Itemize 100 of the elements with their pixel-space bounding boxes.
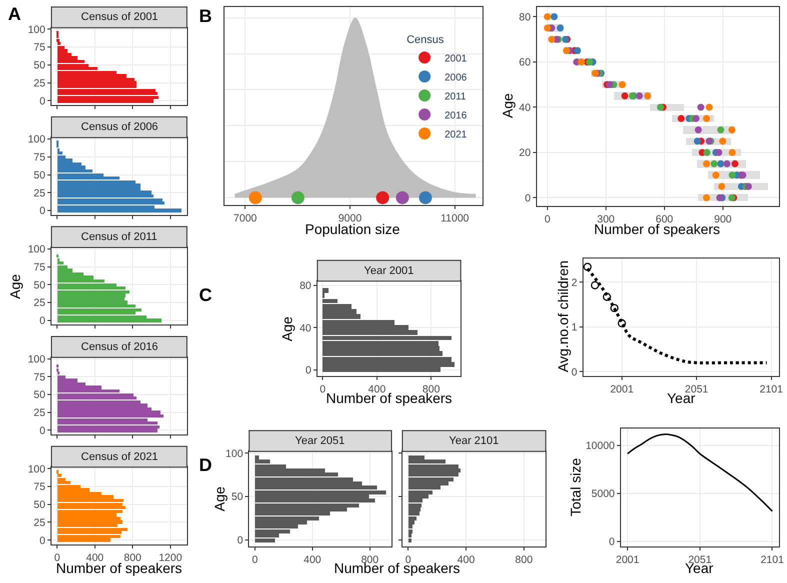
bar (57, 198, 162, 202)
y-tick-label: 0 (237, 534, 244, 547)
y-tick-label: 5000 (591, 488, 615, 500)
y-tick-label: 40 (300, 322, 312, 334)
bar (57, 506, 126, 510)
x-tick-label: 0 (405, 554, 412, 566)
y-axis-title: Age (6, 274, 23, 299)
x-tick-label: 2001 (616, 554, 640, 566)
bar (57, 46, 64, 49)
bar (408, 507, 420, 512)
y-tick-label: 50 (231, 491, 244, 504)
y-tick-label: 75 (34, 481, 46, 494)
bar (57, 474, 62, 478)
bar (57, 293, 126, 298)
x-tick-label: 0 (544, 214, 550, 226)
bar (57, 414, 164, 418)
y-tick-label: 75 (34, 261, 46, 274)
y-tick-label: 0 (524, 192, 531, 204)
y-axis-title: Age (212, 486, 228, 512)
bar (56, 38, 60, 42)
bar (57, 152, 62, 155)
y-axis-title: Total size (567, 458, 584, 516)
y-axis-title: Age (499, 93, 516, 118)
chart-title: Census of 2016 (81, 341, 158, 353)
bar (57, 393, 134, 396)
y-tick-label: 2 (571, 276, 578, 289)
y-tick-label: 40 (519, 102, 531, 114)
bar (57, 499, 124, 502)
bar (57, 184, 140, 188)
bar (57, 80, 136, 85)
y-tick-label: 60 (519, 56, 531, 69)
line-series (626, 434, 773, 512)
y-tick-label: 50 (34, 169, 46, 182)
bar (57, 535, 120, 538)
y-tick-label: 0 (40, 95, 46, 108)
chart-title: Year 2101 (449, 435, 499, 447)
bar (57, 428, 158, 432)
bar (57, 318, 162, 322)
bar (57, 528, 128, 532)
legend-label: 2021 (444, 129, 468, 140)
chart-title: Census of 2011 (81, 231, 158, 243)
x-tick-label: 400 (304, 554, 322, 566)
x-tick-label: 2101 (760, 384, 784, 396)
y-tick-label: 75 (34, 152, 46, 164)
point (583, 262, 592, 271)
y-tick-label: 20 (519, 147, 531, 160)
y-tick-label: 0 (40, 534, 46, 547)
y-tick-label: 80 (519, 11, 531, 24)
y-axis-title: Avg.no.of children (554, 260, 571, 372)
y-tick-label: 0 (608, 536, 615, 548)
x-tick-label: 2001 (610, 384, 634, 396)
y-tick-label: 25 (34, 77, 46, 90)
bar (57, 162, 82, 166)
bar (57, 96, 158, 99)
x-tick-label: 0 (320, 384, 326, 396)
y-tick-label: 80 (300, 280, 312, 292)
y-tick-label: 25 (34, 297, 46, 310)
bar (57, 48, 68, 53)
x-tick-label: 2051 (684, 384, 708, 396)
bar (57, 503, 122, 506)
y-tick-label: 100 (28, 24, 46, 36)
bar (57, 396, 136, 400)
y-tick-label: 75 (34, 42, 46, 54)
y-tick-label: 50 (34, 279, 46, 292)
bar (57, 510, 122, 514)
y-tick-label: 0 (40, 315, 46, 328)
y-tick-label: 100 (28, 134, 46, 146)
bar (57, 208, 182, 213)
legend-title: Census (406, 34, 444, 46)
bar (57, 425, 160, 428)
y-tick-label: 1 (571, 322, 578, 334)
bar (408, 520, 414, 524)
x-tick-label: 400 (368, 384, 386, 396)
y-tick-label: 100 (28, 463, 46, 476)
legend-label: 2011 (444, 91, 467, 102)
point (602, 292, 612, 301)
text: C (199, 285, 212, 305)
chart-title: Census of 2006 (81, 121, 158, 133)
x-tick-label: 2101 (760, 554, 784, 566)
bar (57, 286, 126, 290)
legend-label: 2006 (444, 72, 468, 84)
y-tick-label: 0 (571, 366, 578, 378)
chart-title: Census of 2001 (81, 11, 158, 23)
x-tick-label: 800 (515, 554, 533, 566)
y-tick-label: 50 (34, 60, 46, 72)
bar (57, 88, 156, 92)
text: B (199, 6, 212, 26)
y-tick-label: 0 (40, 424, 46, 437)
y-tick-label: 100 (226, 448, 244, 460)
bar (408, 468, 460, 472)
bar (57, 92, 158, 95)
bar (57, 60, 84, 63)
chart-title: Year 2001 (364, 265, 414, 277)
bar (57, 403, 148, 408)
y-tick-label: 25 (34, 516, 46, 529)
x-tick-label: 7000 (234, 212, 258, 225)
y-tick-label: 100 (28, 244, 46, 256)
point (610, 304, 618, 312)
text: D (199, 455, 212, 475)
bar (57, 290, 130, 294)
